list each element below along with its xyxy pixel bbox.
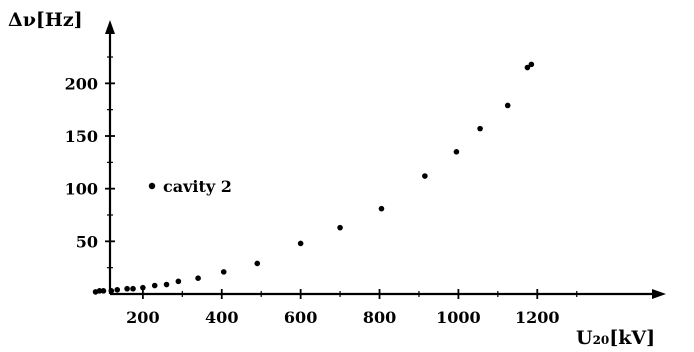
data-point-3 xyxy=(108,288,115,294)
x-axis-arrow xyxy=(652,289,666,299)
data-point-8 xyxy=(151,282,158,289)
x-tick-label-1000: 1000 xyxy=(436,308,481,327)
x-tick-label-400: 400 xyxy=(205,308,238,327)
data-point-4 xyxy=(114,286,121,293)
data-point-16 xyxy=(378,205,385,212)
axes xyxy=(105,20,666,299)
y-tick-label-200: 200 xyxy=(65,74,98,93)
data-point-5 xyxy=(124,285,130,292)
x-tick-label-600: 600 xyxy=(284,308,317,327)
data-point-15 xyxy=(337,224,343,231)
y-ticks: 50 100 150 200 xyxy=(65,56,115,269)
y-tick-label-50: 50 xyxy=(76,232,98,251)
legend-label: cavity 2 xyxy=(163,177,232,196)
legend-marker xyxy=(148,182,156,190)
data-point-13 xyxy=(254,260,261,267)
data-point-12 xyxy=(220,269,227,275)
data-point-14 xyxy=(297,240,304,247)
data-point-19 xyxy=(477,125,483,132)
legend: cavity 2 xyxy=(148,177,232,196)
data-point-9 xyxy=(163,281,170,288)
x-tick-label-800: 800 xyxy=(363,308,396,327)
x-tick-label-200: 200 xyxy=(126,308,159,327)
data-point-18 xyxy=(453,149,460,155)
data-point-22 xyxy=(528,61,535,68)
data-point-21 xyxy=(524,64,531,71)
y-tick-label-100: 100 xyxy=(65,180,98,199)
data-point-11 xyxy=(195,275,201,282)
x-ticks: 200 400 600 800 1000 1200 xyxy=(126,289,578,327)
data-point-10 xyxy=(175,278,182,285)
data-point-2 xyxy=(100,288,107,294)
data-point-6 xyxy=(130,285,136,292)
y-axis-arrow xyxy=(105,20,115,34)
x-tick-label-1200: 1200 xyxy=(515,308,560,327)
x-axis-title: U₂₀[kV] xyxy=(576,327,655,349)
y-axis-title: Δν[Hz] xyxy=(8,9,83,31)
data-point-7 xyxy=(140,284,146,291)
data-point-17 xyxy=(422,173,428,179)
data-points xyxy=(92,61,535,295)
data-point-1 xyxy=(96,288,103,294)
y-tick-label-150: 150 xyxy=(65,127,98,146)
data-point-20 xyxy=(504,102,511,109)
